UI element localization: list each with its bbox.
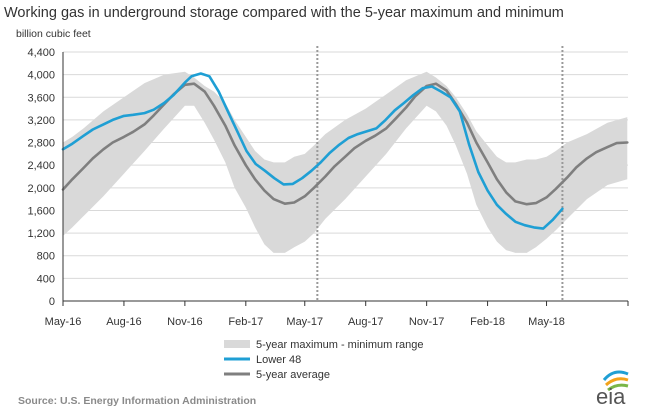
legend-label: 5-year maximum - minimum range <box>256 339 423 351</box>
legend-swatch-range <box>224 340 250 348</box>
x-tick-label: Aug-16 <box>106 316 141 328</box>
y-tick-label: 400 <box>37 273 55 285</box>
x-tick-label: Nov-16 <box>167 316 202 328</box>
y-tick-label: 4,000 <box>27 70 55 82</box>
series-5-year-average <box>61 82 629 206</box>
chart-title: Working gas in underground storage compa… <box>4 5 564 21</box>
y-tick-label: 4,400 <box>27 47 55 59</box>
y-tick-label: 3,200 <box>27 115 55 127</box>
source-note: Source: U.S. Energy Information Administ… <box>18 395 256 407</box>
x-tick-label: May-16 <box>45 316 82 328</box>
y-tick-label: 2,000 <box>27 183 55 195</box>
y-tick-label: 1,200 <box>27 228 55 240</box>
x-tick-label: Feb-18 <box>470 316 505 328</box>
legend: 5-year maximum - minimum range Lower 48 5-… <box>224 339 423 381</box>
series-layer <box>61 72 629 230</box>
eia-logo-text: eia <box>596 384 626 409</box>
x-tick-label: Feb-17 <box>228 316 263 328</box>
y-tick-label: 1,600 <box>27 205 55 217</box>
eia-logo: eia <box>596 370 629 409</box>
range-band-layer <box>63 71 628 253</box>
eia-logo-mark <box>602 370 629 392</box>
y-tick-label: 3,600 <box>27 92 55 104</box>
x-tick-label: Nov-17 <box>409 316 444 328</box>
x-tick-label: May-17 <box>286 316 323 328</box>
y-tick-label: 2,400 <box>27 160 55 172</box>
axes: 0 400 800 1,200 1,600 2,000 2,400 2,800 3,200 3,6… <box>27 47 629 328</box>
legend-label: Lower 48 <box>256 354 301 366</box>
y-tick-label: 800 <box>37 251 55 263</box>
x-tick-label: May-18 <box>528 316 565 328</box>
series-lower-48 <box>61 72 564 230</box>
y-tick-label: 0 <box>49 296 55 308</box>
y-tick-label: 2,800 <box>27 138 55 150</box>
legend-label: 5-year average <box>256 369 330 381</box>
y-axis-unit: billion cubic feet <box>16 28 91 40</box>
x-tick-label: Aug-17 <box>348 316 383 328</box>
vertical-markers <box>316 46 564 301</box>
range-band <box>63 71 628 253</box>
